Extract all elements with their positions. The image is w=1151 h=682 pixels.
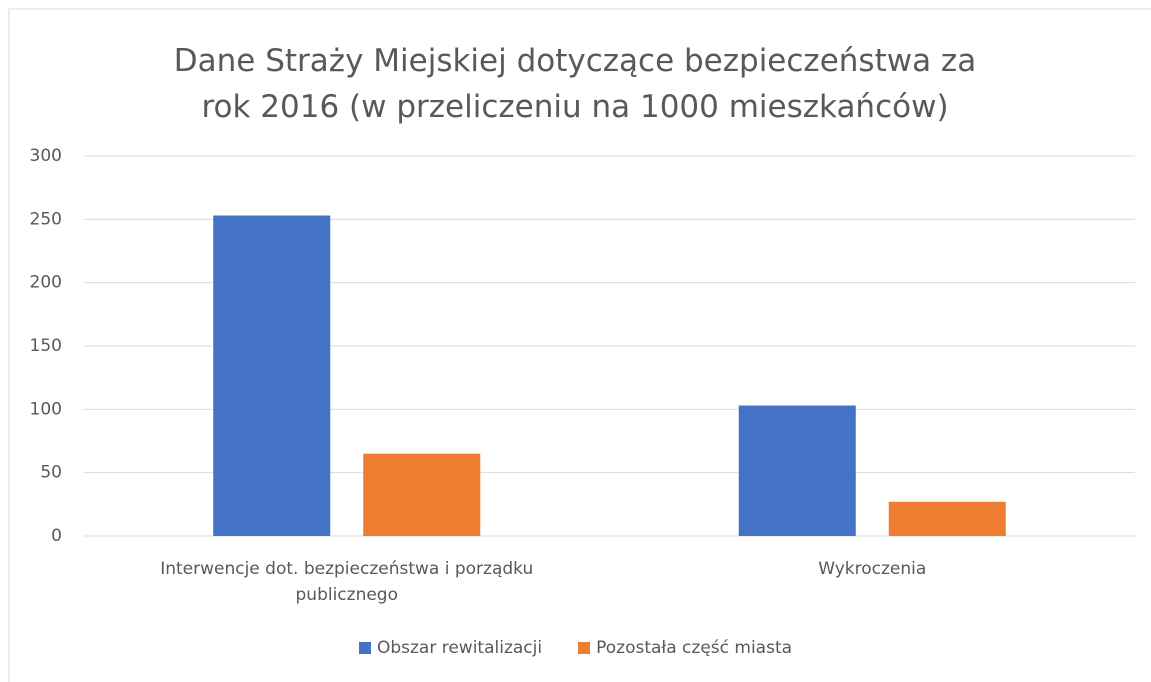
legend-item: Pozostała część miasta	[578, 638, 792, 658]
y-tick-label: 200	[30, 273, 62, 293]
legend: Obszar rewitalizacji Pozostała część mias…	[0, 638, 1151, 658]
bar	[213, 215, 331, 537]
y-tick-label: 250	[30, 209, 62, 229]
chart-border	[8, 8, 1151, 682]
y-tick-label: 300	[30, 146, 62, 166]
legend-item: Obszar rewitalizacji	[358, 638, 543, 658]
legend-label: Pozostała część miasta	[596, 638, 793, 658]
y-tick-label: 100	[30, 399, 62, 419]
y-tick-label: 50	[40, 463, 62, 483]
y-tick-label: 0	[51, 526, 62, 546]
legend-swatch	[358, 642, 371, 654]
x-tick-label: Interwencje dot. bezpieczeństwa i porząd…	[160, 559, 534, 605]
chart-title: Dane Straży Miejskiej dotyczące bezpiecz…	[173, 43, 977, 125]
bar	[738, 405, 856, 536]
legend-swatch	[578, 642, 591, 654]
bar	[888, 501, 1006, 536]
y-tick-label: 150	[30, 336, 62, 356]
x-tick-label: Wykroczenia	[818, 559, 927, 579]
legend-label: Obszar rewitalizacji	[376, 638, 543, 658]
bar	[363, 453, 481, 536]
